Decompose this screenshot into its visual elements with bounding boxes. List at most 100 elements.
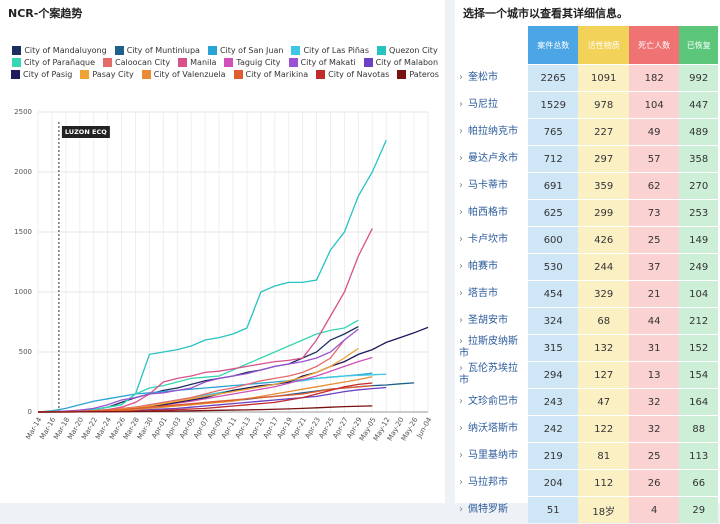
legend-label: City of Parañaque bbox=[23, 58, 96, 67]
city-cell: › 曼达卢永市 bbox=[455, 146, 528, 172]
table-row[interactable]: › 马尼拉 1529 978 104 447 bbox=[455, 92, 718, 118]
legend: City of Mandaluyong City of Muntinlupa Cit… bbox=[10, 46, 440, 79]
legend-item[interactable]: City of Valenzuela bbox=[141, 70, 226, 79]
value-cell: 297 bbox=[578, 146, 629, 172]
value-cell: 530 bbox=[528, 254, 579, 280]
city-cell: › 帕拉纳克市 bbox=[455, 119, 528, 145]
table-row[interactable]: › 帕拉纳克市 765 227 49 489 bbox=[455, 119, 718, 145]
city-name: 圣胡安市 bbox=[468, 315, 508, 326]
legend-swatch bbox=[377, 46, 386, 55]
legend-item[interactable]: City of Muntinlupa bbox=[114, 46, 200, 55]
annotation-box bbox=[61, 126, 110, 138]
table-panel: 选择一个城市以查看其详细信息。 案件总数 活性物质 死亡人数 已恢复 › 奎松市 2265 1… bbox=[455, 0, 720, 523]
city-name: 帕西格市 bbox=[468, 207, 508, 218]
legend-swatch bbox=[316, 70, 326, 79]
city-name: 纳沃塔斯市 bbox=[468, 423, 518, 434]
table-row[interactable]: › 奎松市 2265 1091 182 992 bbox=[455, 65, 718, 91]
table-row[interactable]: › 马拉邦市 204 112 26 66 bbox=[455, 470, 718, 496]
value-cell: 204 bbox=[528, 470, 579, 496]
legend-item[interactable]: City of Las Piñas bbox=[291, 46, 369, 55]
legend-item[interactable]: Pateros bbox=[397, 70, 439, 79]
table-row[interactable]: › 马里基纳市 219 81 25 113 bbox=[455, 443, 718, 469]
value-cell: 104 bbox=[679, 281, 718, 307]
table-row[interactable]: › 圣胡安市 324 68 44 212 bbox=[455, 308, 718, 334]
legend-swatch bbox=[178, 58, 188, 67]
value-cell: 299 bbox=[578, 200, 629, 226]
value-cell: 600 bbox=[528, 227, 579, 253]
value-cell: 32 bbox=[628, 416, 680, 442]
value-cell: 447 bbox=[679, 92, 718, 118]
value-cell: 132 bbox=[578, 335, 629, 361]
column-header: 已恢复 bbox=[679, 26, 718, 64]
legend-item[interactable]: Quezon City bbox=[377, 46, 438, 55]
table-row[interactable]: › 马卡蒂市 691 359 62 270 bbox=[455, 173, 718, 199]
legend-label: Quezon City bbox=[389, 46, 438, 55]
legend-item[interactable]: Taguig City bbox=[224, 58, 281, 67]
y-tick-label: 0 bbox=[28, 408, 32, 416]
legend-label: City of Las Piñas bbox=[303, 46, 369, 55]
value-cell: 270 bbox=[679, 173, 718, 199]
series-line bbox=[37, 385, 373, 413]
legend-swatch bbox=[141, 70, 151, 79]
city-cell: › 拉斯皮纳斯市 bbox=[455, 335, 528, 361]
legend-item[interactable]: City of Navotas bbox=[316, 70, 389, 79]
chevron: › bbox=[459, 72, 463, 83]
table-row[interactable]: › 塔吉市 454 329 21 104 bbox=[455, 281, 718, 307]
table-row[interactable]: › 佩特罗斯 51 18岁 4 29 bbox=[455, 497, 718, 523]
value-cell: 122 bbox=[578, 416, 629, 442]
table-row[interactable]: › 曼达卢永市 712 297 57 358 bbox=[455, 146, 718, 172]
value-cell: 26 bbox=[628, 470, 680, 496]
value-cell: 691 bbox=[528, 173, 579, 199]
table-row[interactable]: › 瓦伦苏埃拉市 294 127 13 154 bbox=[455, 362, 718, 388]
value-cell: 244 bbox=[578, 254, 629, 280]
legend-item[interactable]: City of Mandaluyong bbox=[12, 46, 107, 55]
city-cell: › 塔吉市 bbox=[455, 281, 528, 307]
legend-swatch bbox=[397, 70, 407, 79]
value-cell: 315 bbox=[528, 335, 579, 361]
value-cell: 113 bbox=[679, 443, 718, 469]
value-cell: 182 bbox=[628, 65, 680, 91]
value-cell: 712 bbox=[528, 146, 579, 172]
legend-label: Taguig City bbox=[236, 58, 281, 67]
value-cell: 243 bbox=[528, 389, 579, 415]
legend-item[interactable]: City of Pasig bbox=[11, 70, 72, 79]
legend-item[interactable]: City of San Juan bbox=[207, 46, 283, 55]
legend-item[interactable]: Caloocan City bbox=[103, 58, 170, 67]
city-name: 帕拉纳克市 bbox=[468, 126, 518, 137]
value-cell: 25 bbox=[628, 443, 680, 469]
table-row[interactable]: › 纳沃塔斯市 242 122 32 88 bbox=[455, 416, 718, 442]
value-cell: 66 bbox=[679, 470, 718, 496]
city-name: 塔吉市 bbox=[468, 288, 498, 299]
legend-item[interactable]: City of Marikina bbox=[233, 70, 308, 79]
city-cell: › 帕西格市 bbox=[455, 200, 528, 226]
city-table: 案件总数 活性物质 死亡人数 已恢复 › 奎松市 2265 1091 182 992 › 马尼拉 152… bbox=[455, 25, 718, 524]
value-cell: 1529 bbox=[528, 92, 579, 118]
value-cell: 227 bbox=[578, 119, 629, 145]
chart: Mar-14Mar-16Mar-18Mar-20Mar-22Mar-24Mar-… bbox=[14, 108, 434, 442]
legend-item[interactable]: City of Parañaque bbox=[11, 58, 96, 67]
city-name: 文珍俞巴市 bbox=[468, 396, 518, 407]
table-row[interactable]: › 拉斯皮纳斯市 315 132 31 152 bbox=[455, 335, 718, 361]
table-row[interactable]: › 帕赛市 530 244 37 249 bbox=[455, 254, 718, 280]
legend-swatch bbox=[207, 46, 217, 55]
city-cell: › 圣胡安市 bbox=[455, 308, 528, 334]
value-cell: 978 bbox=[578, 92, 629, 118]
header-row: 案件总数 活性物质 死亡人数 已恢复 bbox=[455, 26, 718, 64]
city-cell: › 佩特罗斯 bbox=[455, 497, 528, 523]
legend-label: City of Muntinlupa bbox=[126, 46, 200, 55]
chevron: › bbox=[459, 153, 463, 164]
value-cell: 51 bbox=[528, 497, 579, 523]
table-row[interactable]: › 文珍俞巴市 243 47 32 164 bbox=[455, 389, 718, 415]
value-cell: 18岁 bbox=[578, 497, 629, 523]
legend-item[interactable]: Manila bbox=[178, 58, 216, 67]
legend-label: Pateros bbox=[409, 70, 439, 79]
y-tick-label: 1000 bbox=[14, 288, 32, 296]
city-name: 拉斯皮纳斯市 bbox=[459, 336, 518, 359]
legend-item[interactable]: Pasay City bbox=[80, 70, 134, 79]
legend-item[interactable]: City of Malabon bbox=[363, 58, 438, 67]
table-row[interactable]: › 帕西格市 625 299 73 253 bbox=[455, 200, 718, 226]
value-cell: 31 bbox=[628, 335, 680, 361]
legend-item[interactable]: City of Makati bbox=[288, 58, 356, 67]
value-cell: 1091 bbox=[578, 65, 629, 91]
table-row[interactable]: › 卡卢坎市 600 426 25 149 bbox=[455, 227, 718, 253]
